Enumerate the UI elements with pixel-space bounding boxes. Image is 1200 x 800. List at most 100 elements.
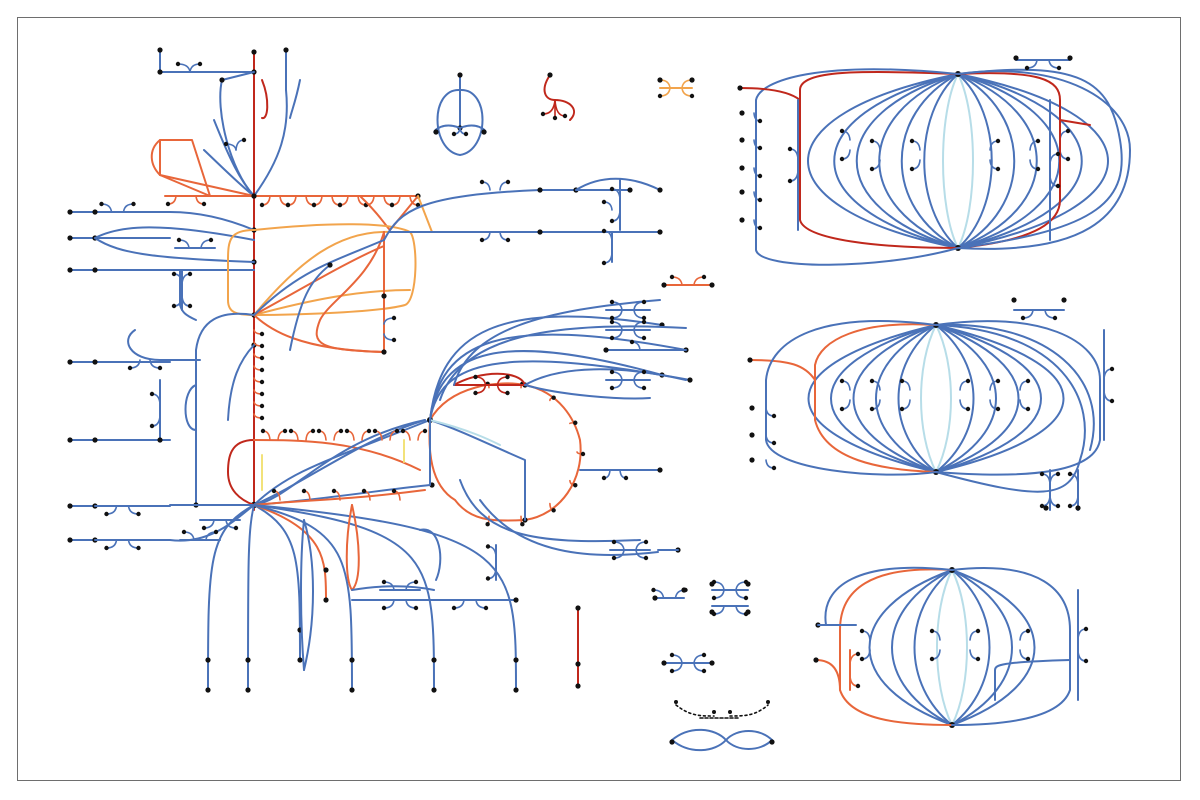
reaction-edge — [351, 504, 360, 591]
metabolite-node — [413, 579, 419, 585]
reaction-edge — [253, 504, 435, 691]
small-isolated-reactions — [575, 579, 775, 752]
metabolite-node — [787, 146, 793, 152]
metabolite-node — [769, 739, 775, 745]
metabolite-node — [413, 605, 419, 611]
metabolite-node — [869, 138, 875, 144]
metabolite-node — [669, 652, 675, 658]
metabolite-node — [1011, 297, 1017, 303]
reaction-edge — [247, 504, 255, 691]
metabolite-node — [709, 660, 715, 666]
metabolite-node — [205, 657, 211, 663]
cluster-arc — [957, 73, 974, 249]
cluster-arc — [875, 324, 937, 473]
metabolite-node — [537, 187, 543, 193]
reaction-edge — [219, 79, 255, 197]
metabolite-node — [213, 529, 219, 535]
metabolite-node — [316, 428, 322, 434]
metabolite-node — [681, 587, 687, 593]
metabolite-node — [301, 488, 307, 494]
metabolite-node — [205, 687, 211, 693]
metabolite-node — [609, 319, 615, 325]
metabolite-node — [855, 683, 861, 689]
metabolite-node — [995, 406, 1001, 412]
metabolite-node — [745, 581, 751, 587]
metabolite-node — [609, 315, 615, 321]
metabolite-node — [67, 537, 73, 543]
cluster-arc — [913, 569, 953, 726]
metabolite-node — [1109, 398, 1115, 404]
metabolite-node — [757, 118, 763, 124]
reaction-edge — [765, 320, 937, 476]
cluster-arc — [855, 73, 959, 249]
metabolite-node — [674, 700, 678, 704]
reaction-edge — [289, 264, 331, 351]
metabolite-node — [757, 225, 763, 231]
metabolite-node — [839, 128, 845, 134]
reaction-edge — [935, 324, 1086, 493]
metabolite-node — [1065, 156, 1071, 162]
metabolite-node — [869, 166, 875, 172]
metabolite-node — [643, 539, 649, 545]
metabolite-node — [1043, 505, 1049, 511]
reaction-edge — [739, 87, 801, 101]
metabolite-node — [739, 137, 745, 143]
metabolite-node — [709, 581, 715, 587]
metabolite-node — [433, 129, 439, 135]
metabolite-node — [1039, 503, 1045, 509]
metabolite-node — [451, 131, 457, 137]
metabolite-node — [157, 47, 163, 53]
cluster-arc — [935, 324, 997, 473]
metabolite-node — [749, 457, 755, 463]
metabolite-node — [601, 199, 607, 205]
metabolite-node — [282, 428, 288, 434]
top-right-cluster — [737, 55, 1131, 266]
diagram-frame — [17, 17, 1181, 781]
metabolite-node — [431, 687, 437, 693]
reaction-edge — [169, 504, 255, 542]
metabolite-node — [485, 521, 490, 527]
reaction-edge — [253, 239, 385, 316]
reaction-edge — [253, 223, 417, 316]
metabolite-node — [641, 299, 647, 305]
reaction-edge — [253, 489, 426, 506]
metabolite-node — [310, 428, 316, 434]
metabolite-node — [431, 657, 437, 663]
metabolite-node — [657, 93, 663, 99]
reaction-edge — [671, 730, 773, 752]
metabolite-node — [505, 237, 511, 243]
metabolite-node — [701, 668, 707, 674]
reaction-edge — [261, 79, 269, 119]
metabolite-node — [929, 656, 935, 662]
metabolite-node — [505, 179, 511, 185]
metabolite-node — [771, 440, 777, 446]
metabolite-node — [929, 628, 935, 634]
metabolite-node — [259, 367, 265, 373]
metabolite-node — [323, 567, 329, 573]
metabolite-node — [739, 189, 745, 195]
metabolite-node — [187, 303, 193, 309]
cluster-arc — [957, 73, 1016, 249]
metabolite-node — [1024, 65, 1030, 71]
metabolite-node — [609, 186, 615, 192]
metabolite-node — [899, 378, 905, 384]
metabolite-node — [747, 357, 753, 363]
metabolite-node — [975, 656, 981, 662]
metabolite-node — [208, 237, 214, 243]
metabolite-node — [391, 315, 397, 321]
metabolite-node — [641, 315, 647, 321]
metabolite-node — [481, 129, 487, 135]
metabolite-node — [149, 391, 155, 397]
metabolite-node — [669, 668, 675, 674]
metabolite-node — [1020, 315, 1026, 321]
reaction-edge — [227, 439, 255, 506]
metabolite-node — [749, 405, 755, 411]
metabolite-node — [67, 437, 73, 443]
metabolite-node — [687, 377, 693, 383]
metabolite-node — [641, 335, 647, 341]
metabolite-node — [575, 605, 581, 611]
middle-right-cluster — [747, 297, 1115, 511]
metabolite-node — [349, 657, 355, 663]
cluster-arc — [868, 569, 953, 726]
metabolite-node — [629, 339, 635, 345]
